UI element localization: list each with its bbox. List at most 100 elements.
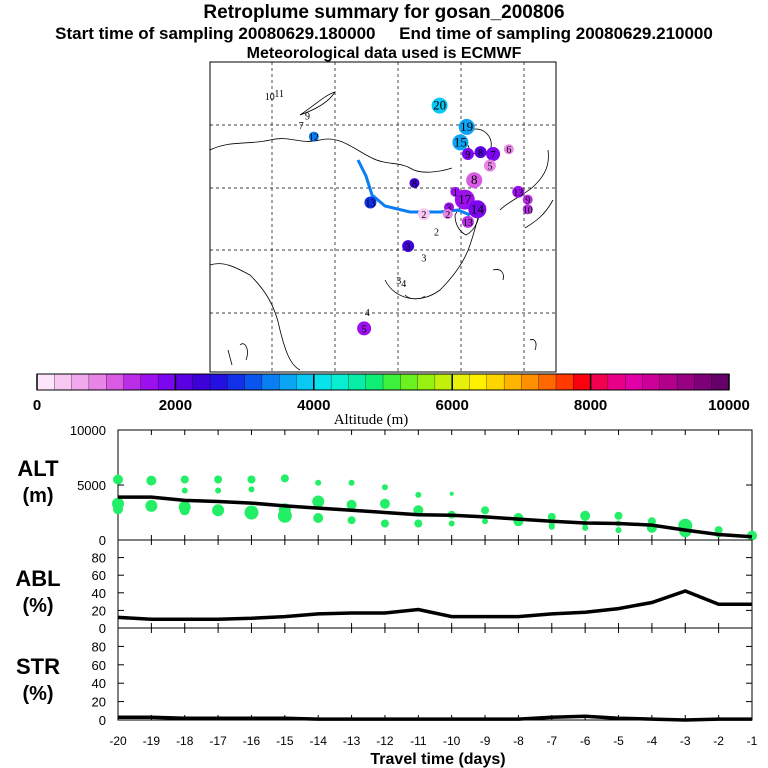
altitude-point: [415, 491, 422, 498]
map-marker-dot: [486, 147, 501, 162]
colorbar-tick-label: 2000: [159, 397, 192, 414]
altitude-point: [548, 523, 555, 530]
map-marker-label: 8: [478, 148, 483, 159]
map-marker-label: 10: [265, 92, 275, 103]
map-marker-dot: [522, 194, 533, 205]
colorbar-cell: [382, 373, 401, 391]
x-tick-label: -5: [613, 734, 624, 748]
map-marker-dot: [461, 215, 474, 228]
str-line: [118, 714, 752, 722]
x-tick-label: -12: [376, 734, 394, 748]
altitude-point: [348, 479, 355, 486]
altitude-point: [113, 474, 123, 485]
end-time-text: End time of sampling 20080629.210000: [399, 24, 713, 43]
x-tick-label: -16: [243, 734, 261, 748]
altitude-point: [379, 498, 390, 509]
altitude-point: [482, 518, 489, 525]
y-tick-label: 20: [92, 603, 106, 618]
map-coastlines: [209, 91, 554, 371]
altitude-point: [181, 487, 188, 494]
map-marker-dot: [466, 172, 483, 189]
map-marker-label: 10: [523, 205, 533, 216]
y-tick-label: 0: [99, 533, 106, 548]
map-marker-label: 19: [460, 119, 473, 134]
y-tick-label: 20: [92, 695, 106, 710]
colorbar-cell: [330, 373, 349, 391]
map-marker-label: 11: [274, 89, 284, 100]
panel-label: STR: [16, 654, 60, 679]
map-marker-dot: [461, 148, 474, 161]
colorbar-cell: [348, 373, 367, 391]
sampling-time-subtitle: Start time of sampling 20080629.180000 E…: [0, 24, 768, 44]
x-tick-label: -11: [410, 734, 427, 748]
map-marker-label: 3: [447, 203, 452, 214]
colorbar-cell: [106, 373, 124, 391]
altitude-point: [244, 505, 259, 520]
y-tick-label: 5000: [77, 478, 106, 493]
x-tick-label: -20: [109, 734, 127, 748]
y-tick-label: 40: [92, 586, 106, 601]
altitude-point: [414, 519, 423, 528]
y-tick-label: 0: [99, 621, 106, 636]
altitude-point: [312, 495, 325, 508]
altitude-point: [212, 504, 225, 517]
colorbar-tick-label: 6000: [436, 397, 469, 414]
colorbar-cell: [711, 373, 730, 391]
colorbar-cell: [538, 373, 557, 391]
map-marker-dot: [452, 134, 469, 151]
map-marker-dot: [522, 204, 533, 215]
altitude-point: [146, 475, 157, 486]
colorbar-cell: [521, 373, 540, 391]
colorbar-cell: [659, 373, 678, 391]
map-marker-dot: [468, 200, 487, 219]
altitude-point: [547, 512, 556, 521]
x-tick-label: -18: [176, 734, 194, 748]
colorbar-tick-label: 10000: [708, 397, 750, 414]
x-axis: -20 -19 -18 -17 -16 -15 -14 -13 -12 -11 -10 -9 -8 -7 -…: [109, 734, 757, 748]
altitude-point: [179, 505, 190, 516]
map-frame: [209, 61, 557, 373]
x-tick-label: -10: [443, 734, 461, 748]
colorbar-cell: [244, 373, 263, 391]
x-tick-label: -8: [513, 734, 524, 748]
y-tick-label: 80: [92, 639, 106, 654]
panel-unit: (%): [22, 683, 53, 705]
map-marker-label: 13: [463, 218, 473, 229]
altitude-point: [113, 504, 123, 515]
map-marker-label: 6: [506, 145, 511, 156]
x-axis-label: Travel time (days): [370, 751, 505, 768]
map-marker-label: 13: [513, 188, 523, 199]
map-marker-label: 5: [362, 324, 367, 335]
panel-abl: 0 20 40 60 80 ABL (%): [15, 539, 753, 636]
colorbar-cell: [469, 373, 488, 391]
chart-title: Retroplume summary for gosan_200806: [203, 2, 565, 23]
x-tick-label: -15: [276, 734, 294, 748]
panel-str: 0 20 40 60 80 STR (%): [16, 627, 753, 728]
map-marker-label: 14: [471, 201, 485, 216]
panel-frame: [117, 627, 753, 721]
colorbar-cell: [573, 373, 592, 391]
altitude-point: [582, 524, 589, 531]
map-marker-dot: [364, 196, 377, 209]
panel-alt: 10000 5000 0 ALT (m): [17, 423, 757, 548]
colorbar-cell: [555, 373, 574, 391]
map-marker-label: 9: [525, 196, 530, 207]
plume-track: [356, 159, 471, 217]
map-marker-label: 7: [299, 121, 304, 132]
map-marker-dot: [409, 178, 420, 189]
y-tick-label: 80: [92, 551, 106, 566]
map-marker-dot: [431, 97, 448, 114]
map-marker-label: 5: [487, 162, 492, 173]
colorbar-cell: [123, 373, 142, 391]
y-tick-label: 60: [92, 568, 106, 583]
colorbar-cell: [676, 373, 695, 391]
map-marker-label: 2: [445, 210, 450, 221]
colorbar-cell: [296, 373, 315, 391]
altitude-point: [448, 520, 455, 527]
altitude-point: [280, 474, 289, 483]
colorbar-cell: [227, 373, 246, 391]
colorbar-cell: [157, 373, 176, 391]
colorbar-cell: [88, 373, 107, 391]
